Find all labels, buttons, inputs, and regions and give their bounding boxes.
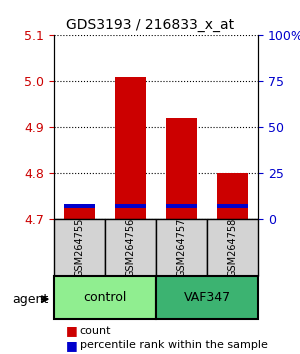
Text: VAF347: VAF347 <box>183 291 231 304</box>
Bar <box>217 173 248 219</box>
Bar <box>217 204 248 208</box>
Text: GDS3193 / 216833_x_at: GDS3193 / 216833_x_at <box>66 18 234 32</box>
Bar <box>64 206 95 219</box>
Bar <box>166 118 197 219</box>
Text: GSM264755: GSM264755 <box>74 218 85 278</box>
FancyBboxPatch shape <box>207 219 258 276</box>
FancyBboxPatch shape <box>156 276 258 319</box>
Text: ■: ■ <box>66 325 78 337</box>
Text: ■: ■ <box>66 339 78 352</box>
FancyBboxPatch shape <box>156 219 207 276</box>
Text: GSM264756: GSM264756 <box>125 218 136 278</box>
Text: control: control <box>83 291 127 304</box>
FancyBboxPatch shape <box>54 219 105 276</box>
Bar <box>166 204 197 208</box>
FancyBboxPatch shape <box>54 276 156 319</box>
Text: percentile rank within the sample: percentile rank within the sample <box>80 340 267 350</box>
Bar <box>64 204 95 208</box>
Text: GSM264757: GSM264757 <box>176 218 187 278</box>
Bar <box>115 204 146 208</box>
FancyBboxPatch shape <box>105 219 156 276</box>
Bar <box>115 77 146 219</box>
Text: GSM264758: GSM264758 <box>227 218 238 278</box>
Text: agent: agent <box>12 293 48 306</box>
Text: count: count <box>80 326 111 336</box>
